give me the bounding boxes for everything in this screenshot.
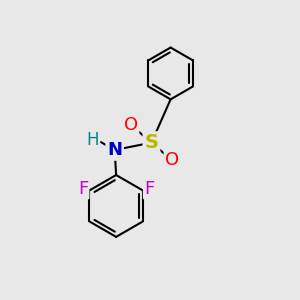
Text: H: H — [86, 131, 99, 149]
Text: O: O — [124, 116, 138, 134]
Text: N: N — [107, 141, 122, 159]
Text: S: S — [145, 133, 158, 152]
Text: O: O — [165, 151, 179, 169]
Text: F: F — [144, 180, 154, 198]
Text: F: F — [78, 180, 88, 198]
